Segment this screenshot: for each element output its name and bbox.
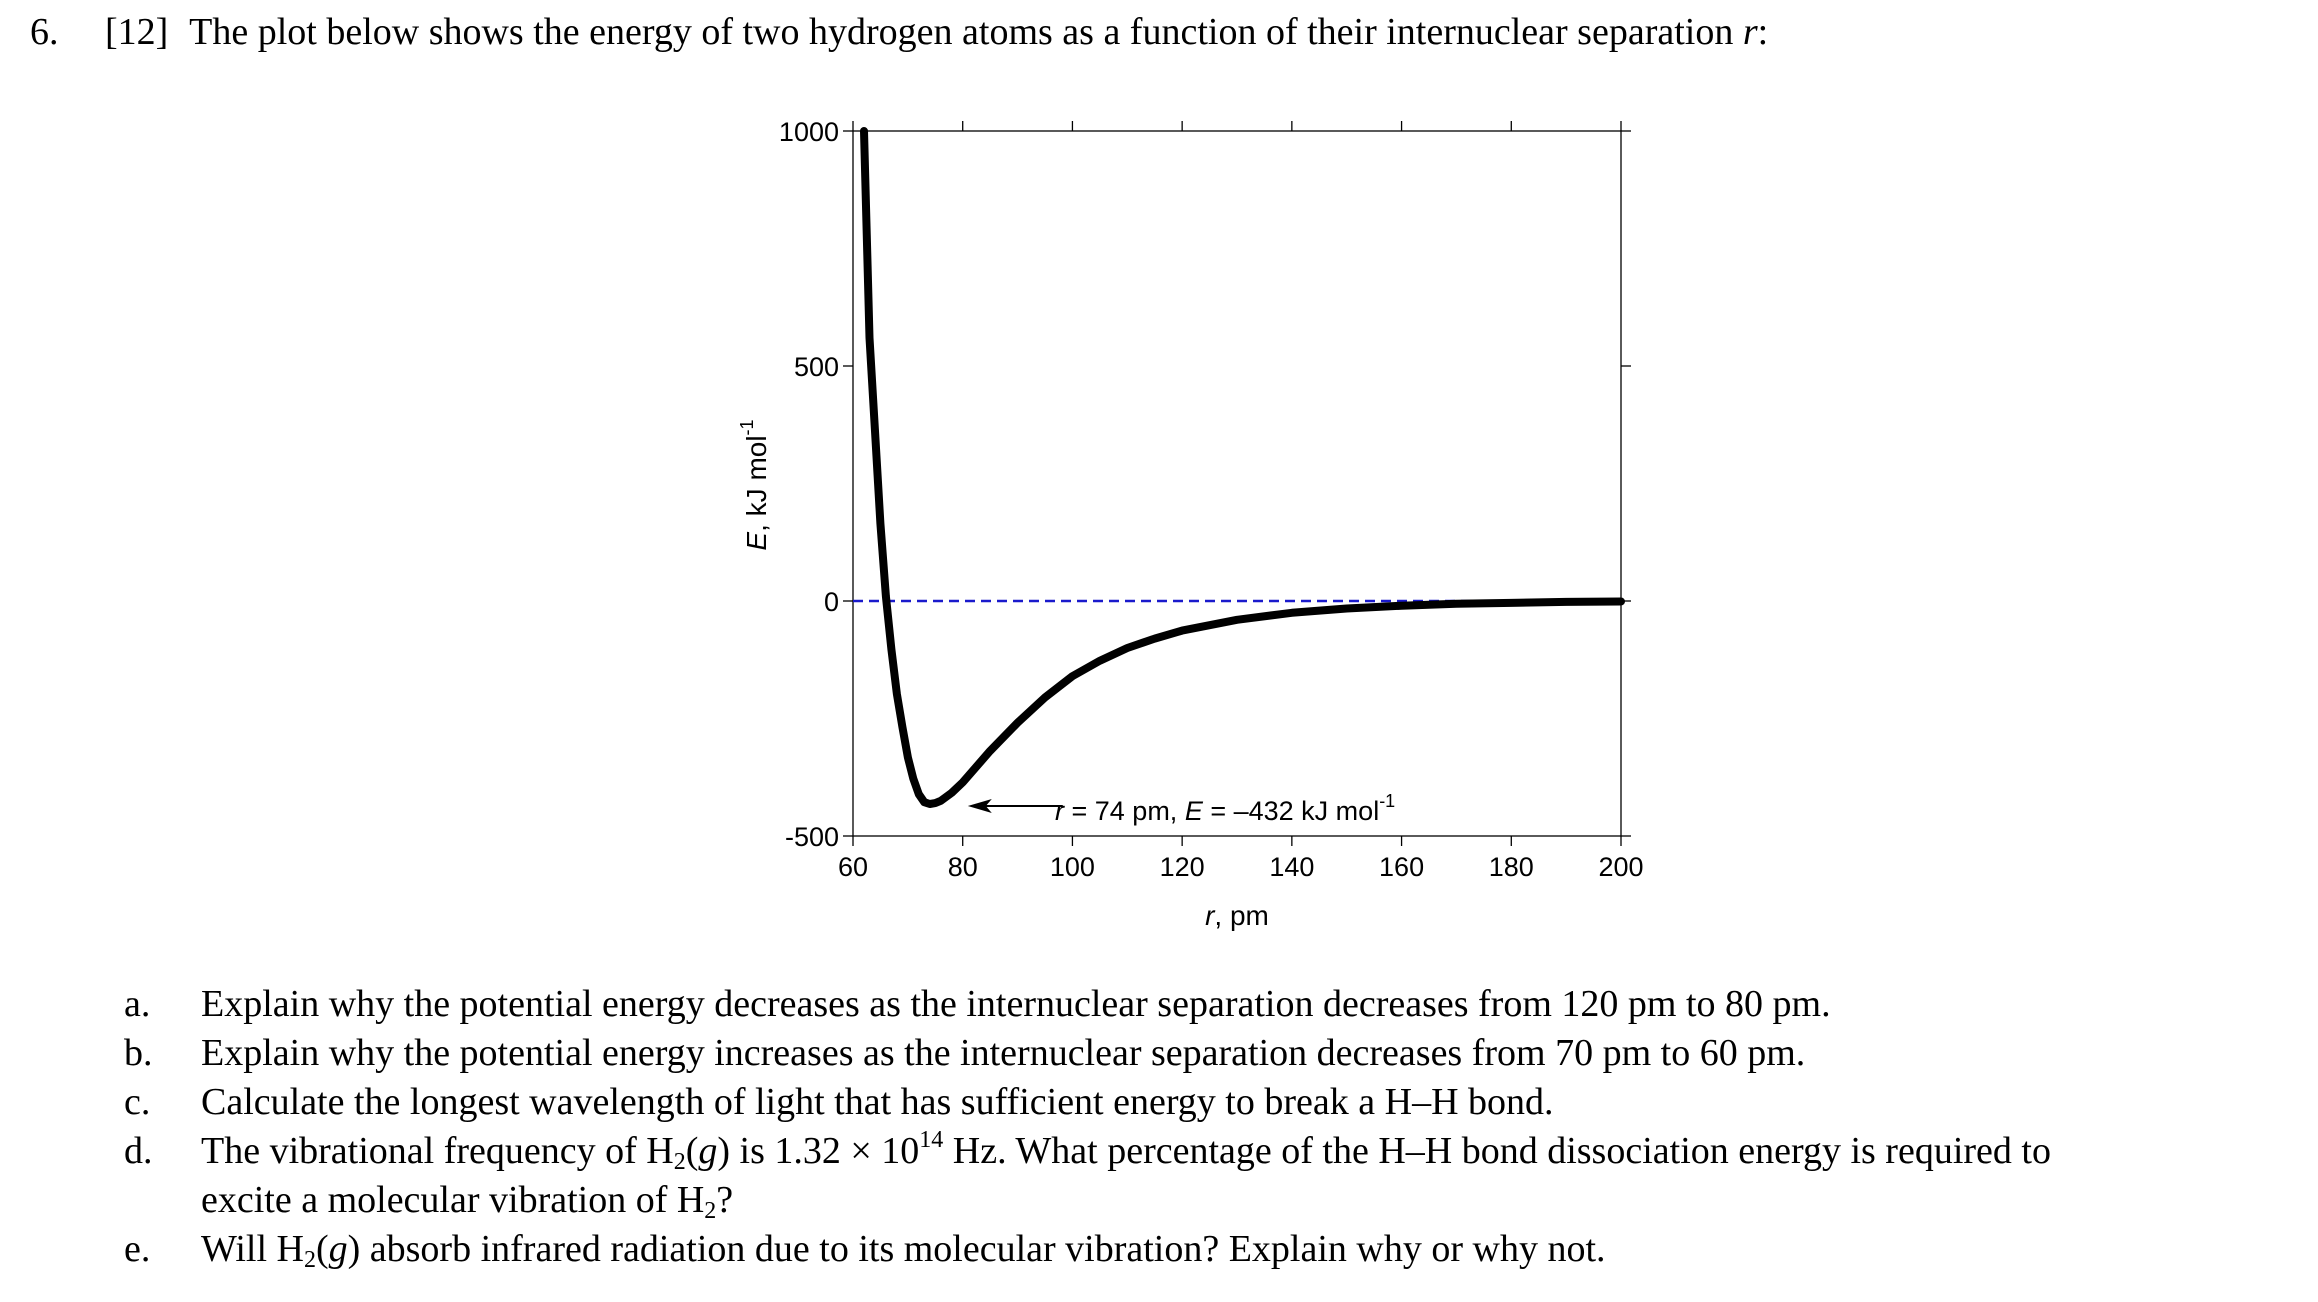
energy-curve-point	[1617, 597, 1625, 605]
annotation-arrow-head	[967, 799, 992, 814]
y-axis-variable: E	[741, 532, 772, 551]
x-tick-label: 200	[1598, 852, 1643, 882]
y-tick-label: -500	[785, 822, 839, 852]
energy-curve-point	[1398, 602, 1406, 610]
x-tick-label: 140	[1269, 852, 1314, 882]
y-axis-ticks	[843, 130, 1631, 837]
x-axis-label: r, pm	[1205, 900, 1269, 931]
y-axis-label: E, kJ mol-1	[737, 419, 772, 550]
energy-curve-point	[865, 334, 873, 342]
energy-curve-point	[882, 592, 890, 600]
energy-curve-point	[1288, 609, 1296, 617]
x-tick-label: 180	[1489, 852, 1534, 882]
energy-curve-point	[1233, 616, 1241, 624]
energy-curve-line	[860, 127, 1625, 808]
potential-energy-chart: 60 80 100 120 140 160 180 200 1000 500 0 -500 r = …	[737, 117, 1644, 931]
annotation-label: r = 74 pm, E = –432 kJ mol-1	[1055, 791, 1395, 826]
part-a-letter: a.	[124, 983, 151, 1025]
part-c-letter: c.	[124, 1081, 151, 1123]
part-b-text: Explain why the potential energy increas…	[201, 1032, 1806, 1074]
x-tick-label: 100	[1050, 852, 1095, 882]
x-axis-variable: r	[1205, 900, 1216, 931]
y-axis-exponent: -1	[737, 419, 757, 435]
energy-curve-point	[986, 747, 994, 755]
energy-curve-point	[937, 797, 945, 805]
part-c-text: Calculate the longest wavelength of ligh…	[201, 1081, 1554, 1123]
y-axis-unit: , kJ mol	[741, 435, 772, 531]
energy-curve-point	[904, 754, 912, 762]
part-e-letter: e.	[124, 1228, 151, 1270]
energy-curve-point	[898, 723, 906, 731]
energy-curve-point	[876, 519, 884, 527]
part-e-text: Will H2(g) absorb infrared radiation due…	[201, 1228, 1606, 1273]
question-text: The plot below shows the energy of two h…	[189, 11, 1734, 53]
x-axis-ticks	[852, 121, 1622, 846]
energy-curve-points	[860, 127, 1625, 808]
energy-curve-point	[959, 778, 967, 786]
x-axis-tick-labels: 60 80 100 120 140 160 180 200	[838, 852, 1644, 882]
x-tick-label: 120	[1160, 852, 1205, 882]
energy-curve-point	[871, 425, 879, 433]
part-d-text-line1: The vibrational frequency of H2(g) is 1.…	[201, 1127, 2051, 1175]
question-header: 6. [12] The plot below shows the energy o…	[30, 10, 1768, 54]
part-d-text-line2: excite a molecular vibration of H2?	[201, 1179, 734, 1224]
energy-curve-point	[909, 775, 917, 783]
energy-curve-point	[1343, 605, 1351, 613]
energy-curve-point	[1123, 644, 1131, 652]
y-tick-label: 500	[794, 352, 839, 382]
part-d-letter: d.	[124, 1130, 153, 1172]
plot-frame	[852, 130, 1622, 837]
energy-curve-point	[860, 127, 868, 135]
annotation-e-value: = –432 kJ mol	[1203, 796, 1379, 826]
energy-curve-point	[1507, 599, 1515, 607]
energy-curve-point	[915, 790, 923, 798]
energy-curve-point	[1041, 693, 1049, 701]
y-axis-tick-labels: 1000 500 0 -500	[779, 117, 839, 852]
annotation-var-e: E	[1185, 796, 1204, 826]
annotation-exponent: -1	[1379, 791, 1395, 811]
energy-curve-point	[1178, 627, 1186, 635]
part-a-text: Explain why the potential energy decreas…	[201, 983, 1831, 1025]
question-colon: :	[1757, 11, 1769, 53]
energy-curve-point	[893, 690, 901, 698]
energy-curve-point	[926, 800, 934, 808]
energy-curve-point	[1014, 719, 1022, 727]
energy-curve-point	[920, 798, 928, 806]
x-tick-label: 160	[1379, 852, 1424, 882]
energy-curve-point	[931, 799, 939, 807]
question-points: [12]	[105, 11, 169, 53]
x-tick-label: 60	[838, 852, 868, 882]
energy-curve-point	[1068, 672, 1076, 680]
energy-curve-point	[1562, 598, 1570, 606]
x-axis-unit: , pm	[1214, 900, 1268, 931]
question-number: 6.	[30, 11, 59, 53]
energy-curve-point	[1151, 635, 1159, 643]
energy-curve-point	[887, 645, 895, 653]
annotation-var-r: r	[1055, 796, 1065, 826]
annotation-r-value: = 74 pm,	[1064, 796, 1185, 826]
question-variable: r	[1742, 11, 1758, 53]
energy-curve-point	[1452, 600, 1460, 608]
y-tick-label: 1000	[779, 117, 839, 147]
y-tick-label: 0	[824, 587, 839, 617]
x-tick-label: 80	[948, 852, 978, 882]
part-b-letter: b.	[124, 1032, 153, 1074]
energy-curve-point	[1096, 657, 1104, 665]
energy-curve-point	[948, 789, 956, 797]
